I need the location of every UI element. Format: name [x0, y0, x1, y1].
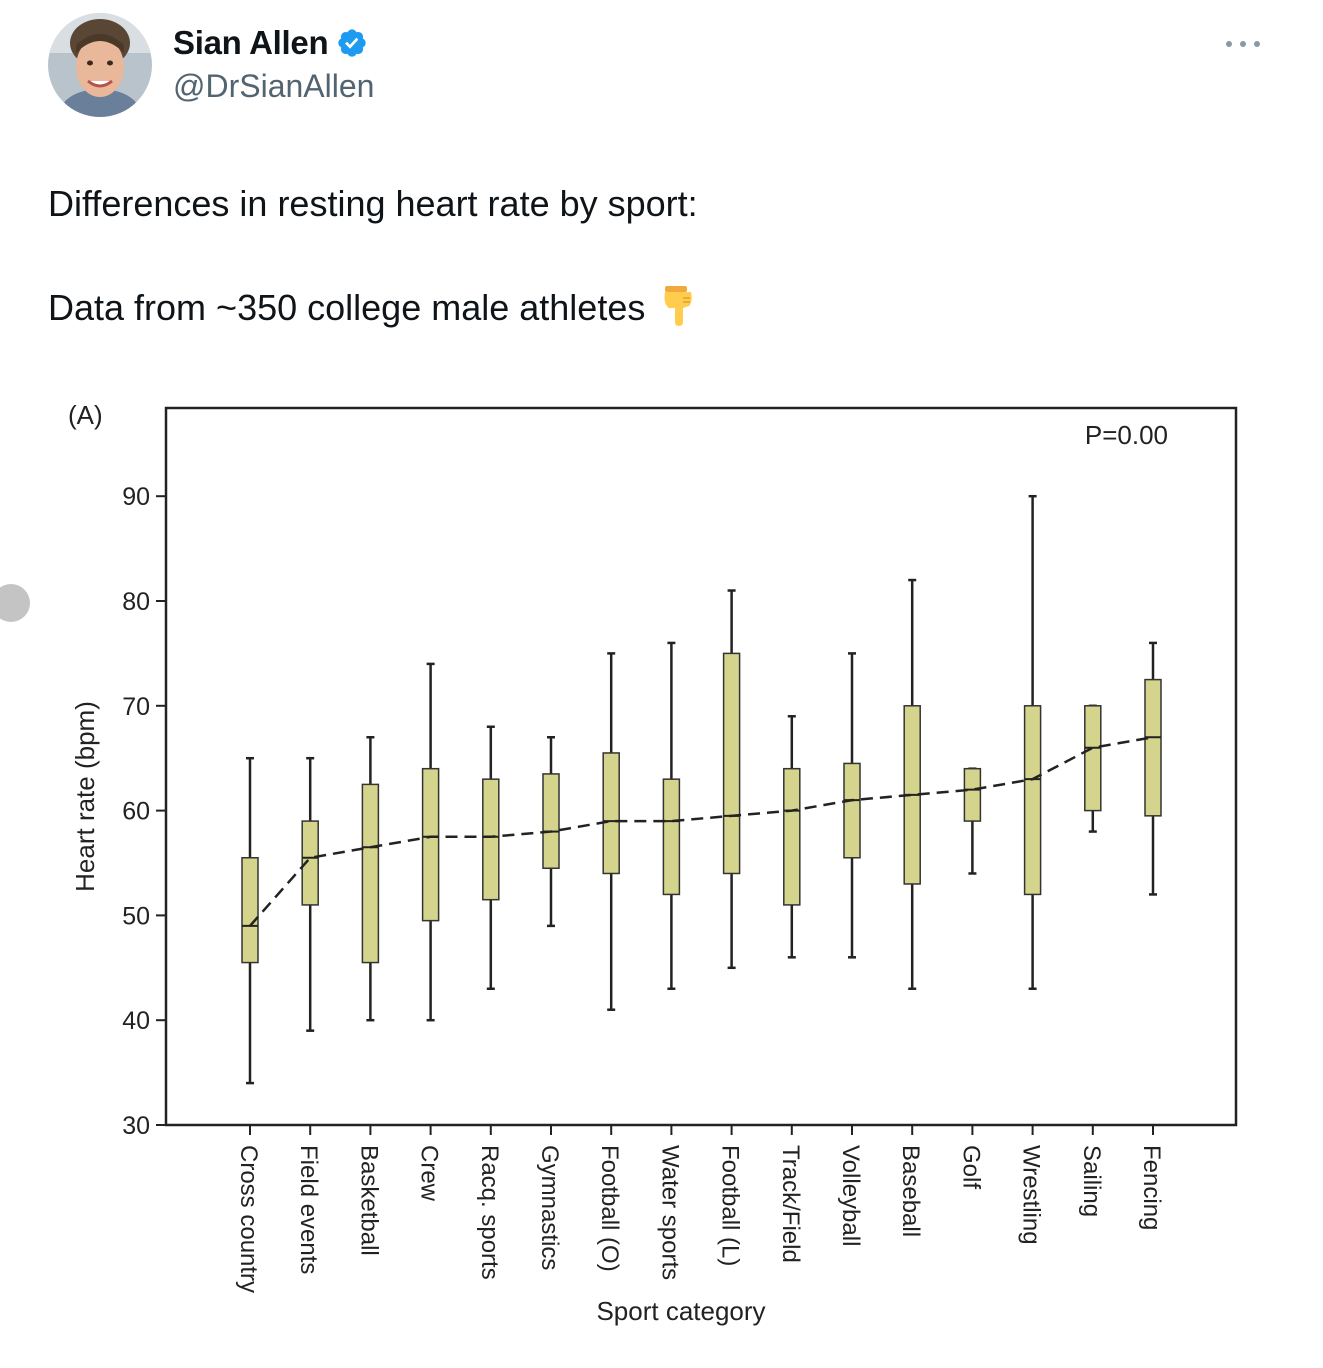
box-8	[722, 652, 741, 875]
box-2	[361, 783, 380, 964]
verified-badge-icon	[336, 27, 368, 59]
y-tick-label: 40	[122, 1007, 150, 1035]
scroll-indicator[interactable]	[0, 584, 30, 622]
profile-photo	[48, 13, 152, 117]
box-6	[602, 752, 620, 875]
p-value-annotation: P=0.00	[1085, 420, 1168, 450]
y-tick-label: 70	[122, 693, 150, 721]
y-tick-label: 90	[122, 483, 150, 511]
box-0	[241, 857, 259, 964]
box-14	[1084, 705, 1102, 812]
x-tick-label: Crew	[416, 1145, 443, 1202]
tweet-text-line-1: Differences in resting heart rate by spo…	[48, 183, 698, 224]
y-tick-label: 50	[122, 902, 150, 930]
tweet-text-line-2-text: Data from ~350 college male athletes	[48, 287, 646, 328]
box-7	[662, 778, 681, 896]
box-4	[482, 778, 500, 901]
box-plot-chart: (A) P=0.00 30 40 50 60 70 80 90 Heart rate (bpm) C…	[68, 400, 1238, 1326]
tweet-text-line-2: Data from ~350 college male athletes	[48, 284, 697, 336]
x-tick-label: Basketball	[355, 1145, 382, 1256]
box-9	[783, 767, 801, 906]
y-tick-label: 80	[122, 588, 150, 616]
box-1	[301, 820, 319, 906]
author-handle[interactable]: @DrSianAllen	[173, 68, 375, 104]
box-5	[542, 773, 560, 869]
y-axis-label: Heart rate (bpm)	[70, 701, 100, 892]
x-tick-label: Baseball	[897, 1145, 924, 1237]
x-tick-label: Cross country	[235, 1145, 262, 1293]
x-tick-label: Football (O)	[596, 1145, 623, 1272]
x-tick-label: Racq. sports	[476, 1145, 503, 1280]
x-tick-label: Sailing	[1078, 1145, 1105, 1217]
panel-label: (A)	[68, 400, 103, 430]
more-horizontal-icon[interactable]	[1226, 30, 1260, 58]
x-tick-label: Football (L)	[717, 1145, 744, 1266]
chart-figure: (A) P=0.00 30 40 50 60 70 80 90 Heart rate (bpm) C…	[48, 380, 1288, 1345]
x-tick-label: Wrestling	[1018, 1145, 1045, 1245]
x-axis-label: Sport category	[596, 1296, 765, 1326]
backhand-index-pointing-down-icon	[661, 284, 697, 336]
median-trend-line	[249, 736, 1154, 927]
x-tick-label: Track/Field	[777, 1145, 804, 1263]
x-tick-label: Volleyball	[837, 1145, 864, 1246]
display-name-text: Sian Allen	[173, 24, 329, 61]
avatar[interactable]	[48, 13, 152, 117]
box-15	[1144, 678, 1162, 817]
x-tick-label: Water sports	[656, 1145, 683, 1280]
x-tick-label: Field events	[295, 1145, 322, 1274]
y-tick-label: 60	[122, 798, 150, 826]
x-tick-label: Gymnastics	[536, 1145, 563, 1270]
x-tick-label: Golf	[957, 1145, 984, 1189]
box-3	[421, 767, 440, 922]
box-12	[963, 767, 982, 822]
y-tick-label: 30	[122, 1112, 150, 1140]
x-tick-label: Fencing	[1138, 1145, 1165, 1230]
box-10	[843, 762, 861, 859]
plot-frame	[164, 406, 1238, 1127]
box-13	[1023, 705, 1042, 896]
author-name[interactable]: Sian Allen	[173, 24, 368, 62]
